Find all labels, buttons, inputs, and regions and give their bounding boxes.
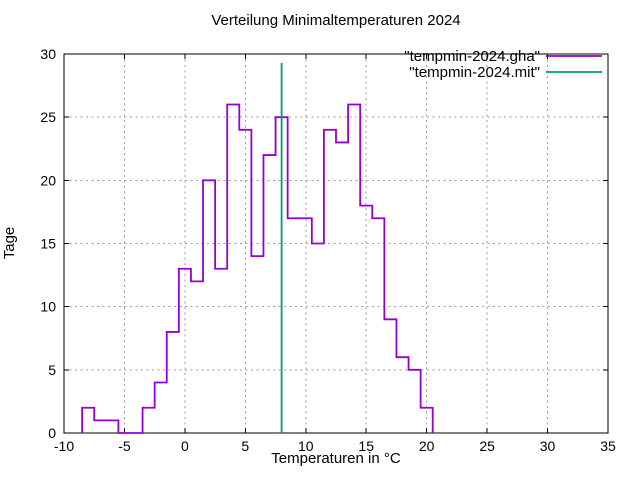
y-tick-label: 25 (40, 109, 56, 125)
legend-label-mit: "tempmin-2024.mit" (409, 64, 540, 81)
legend-label-gha: "tempmin-2024.gha" (404, 48, 540, 65)
y-tick-label: 30 (40, 46, 56, 62)
plot-frame (63, 53, 609, 434)
x-tick-label: 0 (181, 438, 189, 454)
x-tick-label: 15 (358, 438, 374, 454)
x-tick-label: 20 (419, 438, 435, 454)
x-tick-label: 5 (241, 438, 249, 454)
x-tick-label: 35 (600, 438, 616, 454)
chart-title: Verteilung Minimaltemperaturen 2024 (211, 12, 460, 29)
y-axis-label: Tage (1, 227, 18, 260)
y-tick-label: 5 (48, 362, 56, 378)
histogram-series-tempmin-gha (81, 103, 434, 434)
y-tick-label: 0 (48, 425, 56, 441)
y-tick-label: 15 (40, 236, 56, 252)
y-tick-label: 20 (40, 172, 56, 188)
y-tick-label: 10 (40, 299, 56, 315)
x-tick-label: 25 (479, 438, 495, 454)
grid-lines (64, 54, 608, 433)
x-tick-label: 10 (298, 438, 314, 454)
x-tick-label: 30 (540, 438, 556, 454)
x-tick-label: -10 (54, 438, 74, 454)
y-tick-labels: 0 5 10 15 20 25 30 (40, 46, 56, 441)
legend: "tempmin-2024.gha" "tempmin-2024.mit" (404, 48, 602, 81)
x-tick-labels: -10 -5 0 5 10 15 20 25 30 35 (54, 438, 616, 454)
x-axis-label: Temperaturen in °C (271, 450, 401, 467)
x-tick-label: -5 (118, 438, 131, 454)
